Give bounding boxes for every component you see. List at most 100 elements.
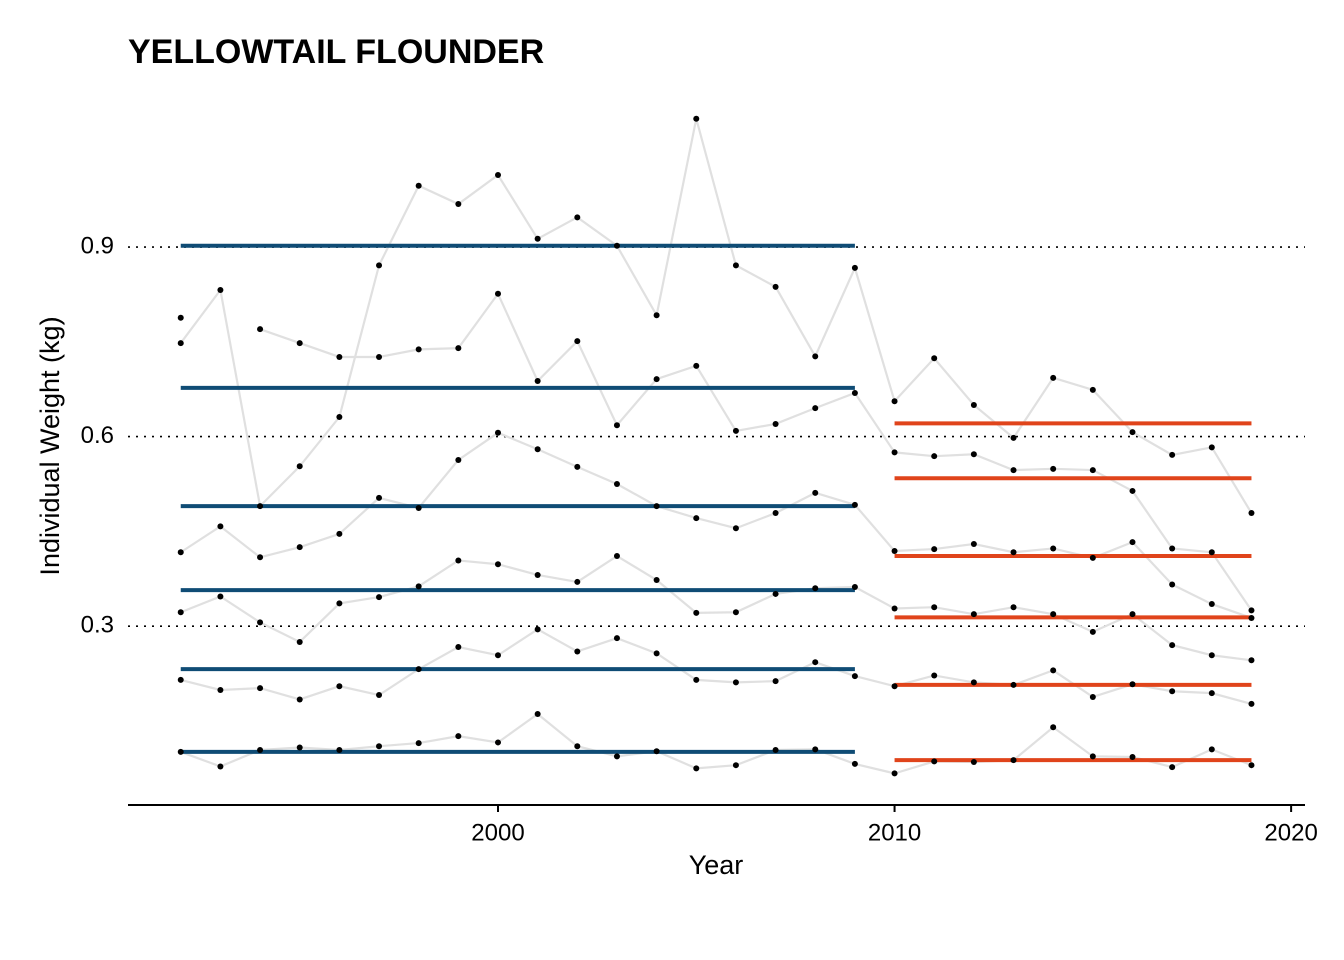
- data-point: [376, 594, 383, 601]
- data-point: [455, 345, 462, 352]
- data-point: [1208, 444, 1215, 451]
- data-point: [931, 604, 938, 611]
- y-tick-label: 0.9: [81, 232, 114, 259]
- data-point: [1010, 434, 1017, 441]
- data-point: [1169, 581, 1176, 588]
- data-point: [257, 326, 264, 333]
- data-point: [891, 547, 898, 554]
- data-point: [732, 762, 739, 769]
- data-point: [1248, 510, 1255, 517]
- data-point: [574, 338, 581, 345]
- data-point: [534, 626, 541, 633]
- data-point: [1050, 724, 1057, 731]
- data-point: [613, 753, 620, 760]
- data-point: [1050, 667, 1057, 674]
- data-point: [772, 420, 779, 427]
- data-point: [296, 744, 303, 751]
- data-point: [296, 544, 303, 551]
- data-point: [534, 571, 541, 578]
- data-point: [851, 501, 858, 508]
- data-point: [534, 377, 541, 384]
- data-point: [296, 638, 303, 645]
- data-point: [455, 201, 462, 208]
- data-point: [653, 503, 660, 510]
- data-point: [970, 451, 977, 458]
- data-point: [1129, 611, 1136, 618]
- data-point: [1248, 607, 1255, 614]
- data-point: [693, 609, 700, 616]
- data-point: [970, 401, 977, 408]
- data-point: [1010, 604, 1017, 611]
- data-point: [772, 590, 779, 597]
- data-point: [177, 748, 184, 755]
- data-point: [296, 340, 303, 347]
- data-point: [574, 578, 581, 585]
- data-point: [851, 760, 858, 767]
- data-point: [177, 676, 184, 683]
- data-point: [376, 353, 383, 360]
- data-point: [693, 515, 700, 522]
- series-line: [180, 554, 1252, 662]
- data-point: [177, 609, 184, 616]
- data-point: [257, 503, 264, 510]
- data-point: [1089, 467, 1096, 474]
- data-point: [851, 673, 858, 680]
- data-point: [891, 449, 898, 456]
- data-point: [534, 446, 541, 453]
- data-point: [217, 686, 224, 693]
- data-point: [931, 546, 938, 553]
- data-point: [217, 593, 224, 600]
- data-point: [415, 583, 422, 590]
- data-point: [257, 554, 264, 561]
- data-point: [1010, 681, 1017, 688]
- data-point: [1208, 746, 1215, 753]
- data-point: [257, 685, 264, 692]
- data-point: [772, 510, 779, 517]
- data-point: [376, 692, 383, 699]
- data-point: [257, 747, 264, 754]
- data-point: [494, 561, 501, 568]
- data-point: [772, 747, 779, 754]
- y-axis-label: Individual Weight (kg): [35, 316, 65, 575]
- data-point: [851, 264, 858, 271]
- data-point: [653, 577, 660, 584]
- data-point: [177, 340, 184, 347]
- data-point: [336, 414, 343, 421]
- y-tick-label: 0.6: [81, 422, 114, 449]
- chart-title: YELLOWTAIL FLOUNDER: [128, 33, 544, 71]
- data-point: [494, 739, 501, 746]
- data-point: [1050, 545, 1057, 552]
- data-point: [177, 314, 184, 321]
- data-point: [970, 611, 977, 618]
- data-point: [296, 696, 303, 703]
- data-point: [574, 648, 581, 655]
- data-point: [257, 619, 264, 626]
- data-point: [1089, 554, 1096, 561]
- data-point: [851, 389, 858, 396]
- data-point: [1050, 374, 1057, 381]
- data-point: [1089, 693, 1096, 700]
- data-point: [812, 585, 819, 592]
- data-point: [177, 549, 184, 556]
- data-point: [1129, 753, 1136, 760]
- data-point: [455, 557, 462, 564]
- x-axis-label: Year: [689, 850, 744, 880]
- data-point: [812, 746, 819, 753]
- data-point: [1010, 757, 1017, 764]
- data-point: [693, 362, 700, 369]
- data-point: [1129, 539, 1136, 546]
- data-point: [574, 463, 581, 470]
- data-point: [812, 489, 819, 496]
- data-point: [574, 214, 581, 221]
- data-point: [613, 480, 620, 487]
- data-point: [693, 765, 700, 772]
- data-point: [415, 182, 422, 189]
- data-point: [494, 652, 501, 659]
- data-point: [1248, 700, 1255, 707]
- series-line: [180, 712, 1252, 775]
- data-point: [336, 747, 343, 754]
- data-point: [1129, 681, 1136, 688]
- data-point: [970, 679, 977, 686]
- data-point: [1010, 467, 1017, 474]
- data-point: [1169, 764, 1176, 771]
